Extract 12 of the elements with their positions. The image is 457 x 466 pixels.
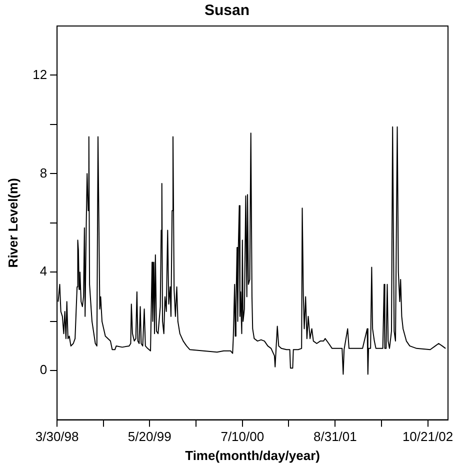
y-tick-label: 0 (40, 362, 48, 378)
y-tick-label: 8 (40, 165, 48, 180)
y-axis-title: River Level(m) (5, 178, 20, 268)
x-tick-label: 8/31/01 (314, 429, 357, 444)
chart-title: Susan (204, 2, 250, 20)
y-tick-label: 12 (32, 66, 48, 82)
x-tick-label: 5/20/99 (128, 429, 172, 444)
x-tick-label: 10/21/02 (402, 429, 454, 444)
y-tick-label: 4 (40, 264, 48, 279)
x-tick-label: 7/10/00 (220, 429, 264, 444)
x-axis-title: Time(month/day/year) (185, 448, 320, 463)
x-tick-label: 3/30/98 (35, 429, 79, 444)
